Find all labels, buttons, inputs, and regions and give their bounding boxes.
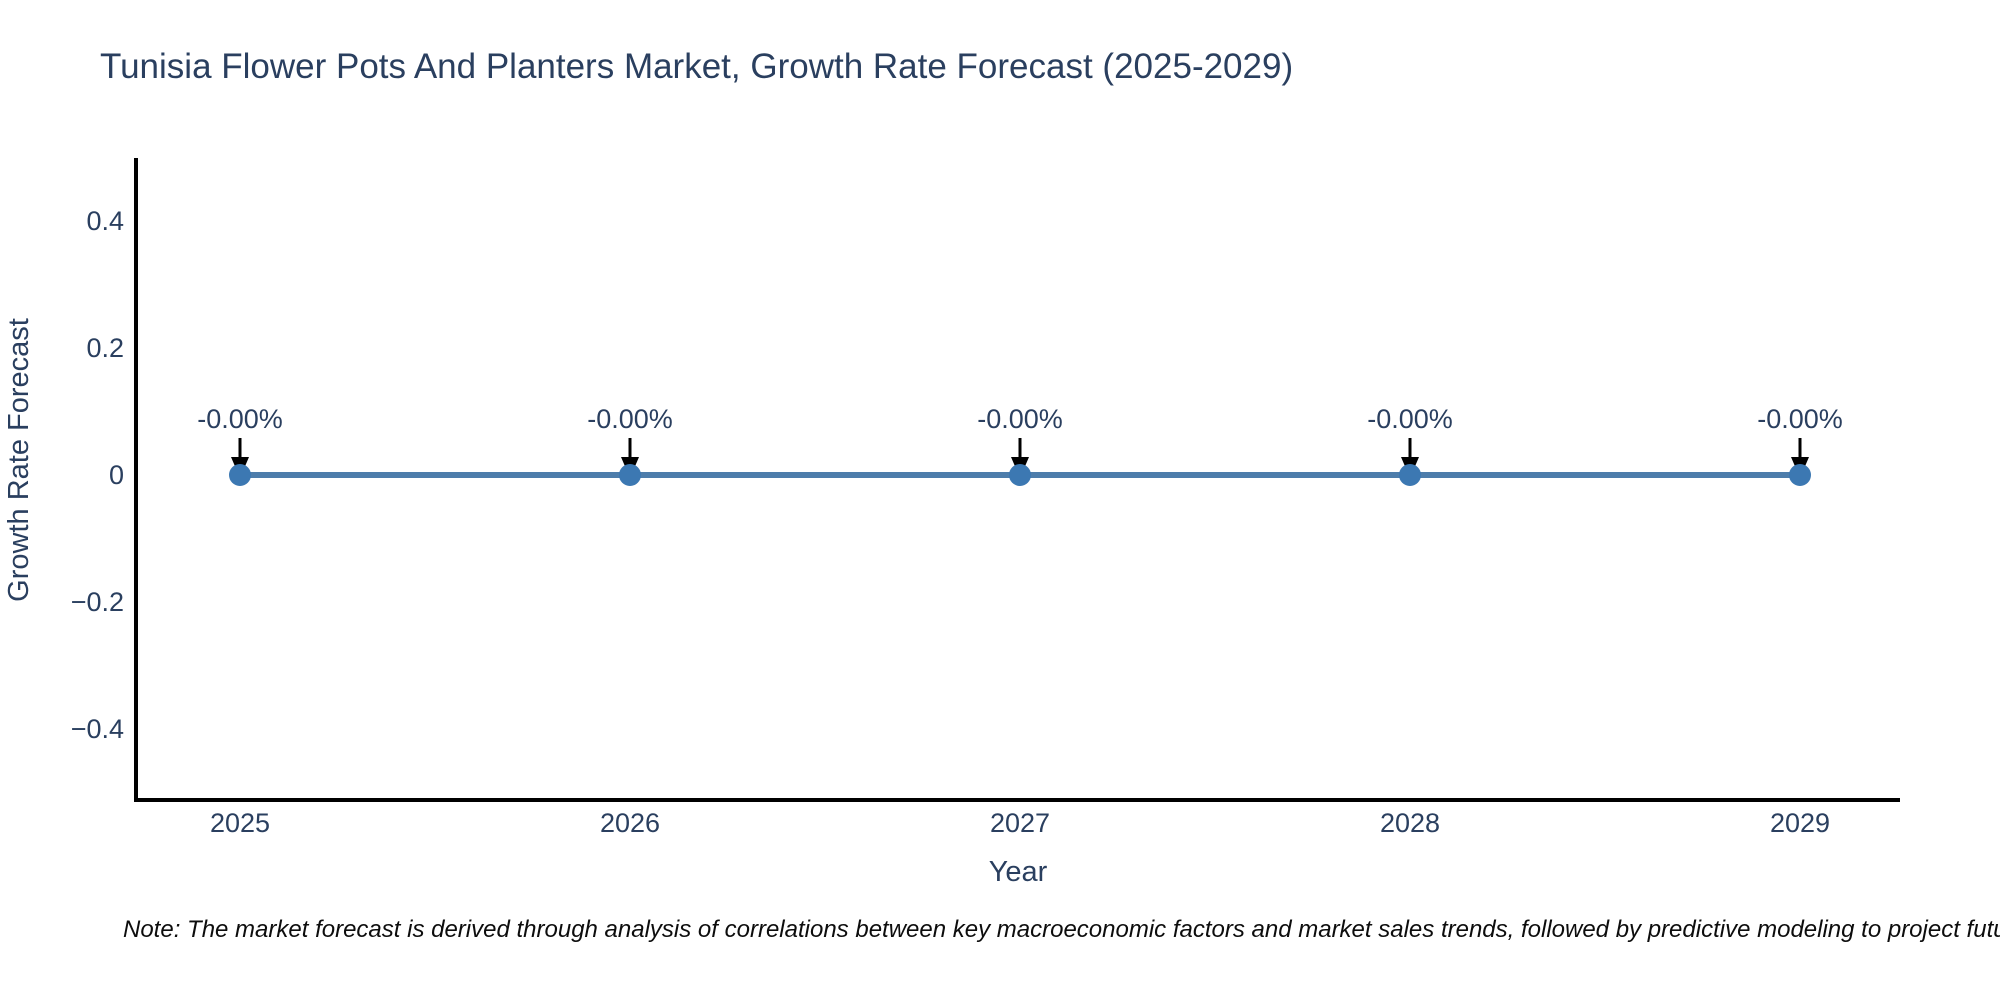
data-point-label: -0.00% bbox=[587, 404, 673, 434]
y-tick-label: −0.4 bbox=[71, 714, 124, 744]
x-tick-label: 2026 bbox=[600, 808, 660, 838]
data-point-marker[interactable] bbox=[1789, 464, 1811, 486]
data-point-marker[interactable] bbox=[1009, 464, 1031, 486]
data-point-label: -0.00% bbox=[977, 404, 1063, 434]
data-point-group: -0.00% bbox=[1757, 404, 1843, 486]
data-point-marker[interactable] bbox=[619, 464, 641, 486]
y-tick-label: 0.4 bbox=[86, 206, 124, 236]
x-tick-label: 2025 bbox=[210, 808, 270, 838]
x-tick-label: 2029 bbox=[1770, 808, 1830, 838]
x-tick-label: 2027 bbox=[990, 808, 1050, 838]
footnote: Note: The market forecast is derived thr… bbox=[123, 916, 2000, 943]
data-point-label: -0.00% bbox=[1367, 404, 1453, 434]
data-point-marker[interactable] bbox=[1399, 464, 1421, 486]
data-point-marker[interactable] bbox=[229, 464, 251, 486]
x-axis-title: Year bbox=[989, 856, 1048, 888]
y-tick-label: 0 bbox=[109, 460, 124, 490]
data-point-group: -0.00% bbox=[977, 404, 1063, 486]
y-tick-label: 0.2 bbox=[86, 333, 124, 363]
y-axis-title: Growth Rate Forecast bbox=[3, 318, 35, 602]
y-tick-label: −0.2 bbox=[71, 587, 124, 617]
data-point-label: -0.00% bbox=[197, 404, 283, 434]
data-point-group: -0.00% bbox=[1367, 404, 1453, 486]
data-point-label: -0.00% bbox=[1757, 404, 1843, 434]
data-point-group: -0.00% bbox=[197, 404, 283, 486]
x-tick-label: 2028 bbox=[1380, 808, 1440, 838]
data-point-group: -0.00% bbox=[587, 404, 673, 486]
chart-title: Tunisia Flower Pots And Planters Market,… bbox=[100, 47, 1293, 86]
